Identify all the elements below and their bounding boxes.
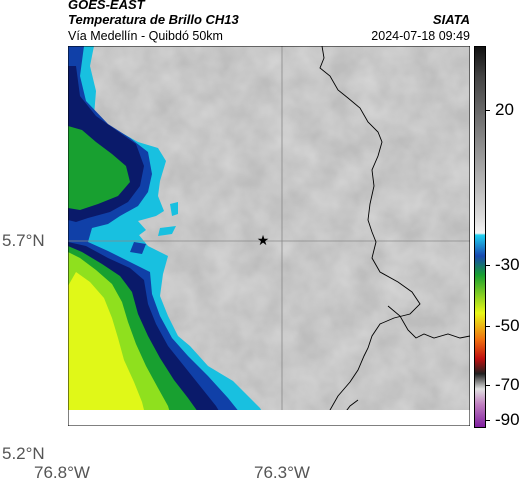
department-border	[387, 305, 470, 339]
colorbar-label: -70	[495, 375, 520, 394]
lat-tick-label: 5.2°N	[2, 444, 45, 463]
organization-label: SIATA	[432, 12, 470, 27]
colorbar-label: -90	[495, 410, 520, 429]
satellite-title: GOES-EAST	[68, 0, 145, 12]
lon-tick-label: 76.3°W	[254, 463, 310, 482]
lon-tick-label: 76.8°W	[34, 463, 90, 482]
lat-tick-label: 5.7°N	[2, 231, 45, 250]
product-title: Temperatura de Brillo CH13	[68, 12, 239, 27]
datetime-label: 2024-07-18 09:49	[371, 29, 470, 43]
colorbar-label: 20	[495, 100, 514, 119]
cold-cloud-region	[68, 46, 270, 426]
colorbar	[474, 46, 486, 428]
star-icon: ★	[257, 233, 270, 249]
colorbar-label: -50	[495, 316, 520, 335]
department-border	[319, 46, 421, 426]
region-subtitle: Vía Medellín - Quibdó 50km	[68, 29, 223, 43]
colorbar-label: -30	[495, 255, 520, 274]
satellite-map[interactable]: ★	[68, 46, 470, 426]
